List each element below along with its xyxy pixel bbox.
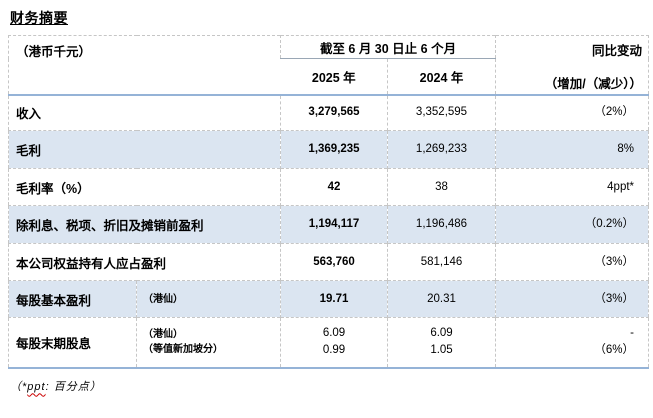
value-2024: 6.09 1.05 — [387, 317, 496, 368]
column-header-2024: 2024 年 — [387, 58, 496, 96]
value-2025: 42 — [280, 168, 388, 206]
table-row-revenue: 收入 3,279,565 3,352,595 （2%） — [8, 94, 649, 131]
row-label: 本公司权益持有人应占盈利 — [8, 243, 281, 281]
header-row-period: （港币千元） 截至 6 月 30 日止 6 个月 同比变动 （增加/（减少）） — [8, 35, 649, 96]
row-label: 收入 — [8, 94, 281, 131]
table-row-basic-eps: 每股基本盈利 （港仙） 19.71 20.31 （3%） — [8, 280, 649, 318]
page-title: 财务摘要 — [10, 10, 68, 26]
row-unit-label: （港仙） — [135, 280, 281, 318]
yoy-change-value: （3%） — [495, 280, 649, 318]
table-row-profit-attributable: 本公司权益持有人应占盈利 563,760 581,146 （3%） — [8, 243, 649, 281]
yoy-change-value: （2%） — [495, 94, 649, 131]
currency-unit-label: （港币千元） — [8, 35, 281, 96]
header-row-years: 2025 年 2024 年 — [9, 58, 649, 96]
footnote-term-ppt: ppt — [27, 380, 46, 393]
column-header-2025: 2025 年 — [280, 58, 388, 96]
table-row-gross-margin: 毛利率（%） 42 38 4ppt* — [8, 168, 649, 206]
yoy-change-line1: - — [630, 327, 635, 340]
footnote-prefix: （* — [10, 380, 28, 393]
row-label: 毛利率（%） — [8, 168, 281, 206]
yoy-change-value: （0.2%） — [495, 205, 649, 244]
value-2024: 581,146 — [387, 243, 496, 281]
yoy-change-value: - （6%） — [495, 317, 649, 368]
value-2024: 3,352,595 — [387, 94, 496, 131]
row-label: 除利息、税项、折旧及摊销前盈利 — [8, 205, 281, 244]
value-2024: 1,196,486 — [387, 205, 496, 244]
yoy-change-line2: （6%） — [594, 344, 635, 357]
value-2025: 563,760 — [280, 243, 388, 281]
value-2024: 20.31 — [387, 280, 496, 318]
value-2025-line1: 6.09 — [322, 327, 346, 340]
row-label: 每股基本盈利 — [8, 280, 137, 318]
yoy-change-value: （3%） — [495, 243, 649, 281]
value-2024: 38 — [387, 168, 496, 206]
value-2025-line2: 0.99 — [322, 344, 346, 357]
table-row-gross-profit: 毛利 1,369,235 1,269,233 8% — [8, 130, 649, 169]
yoy-change-value: 4ppt* — [495, 168, 649, 206]
financial-summary-table: （港币千元） 截至 6 月 30 日止 6 个月 同比变动 （增加/（减少）） … — [8, 35, 650, 369]
value-2025: 19.71 — [280, 280, 388, 318]
value-2024-line1: 6.09 — [430, 327, 453, 340]
table-row-ebitda: 除利息、税项、折旧及摊销前盈利 1,194,117 1,196,486 （0.2… — [8, 205, 649, 244]
value-2025: 3,279,565 — [280, 94, 388, 131]
yoy-change-title: 同比变动 — [592, 44, 643, 58]
value-2025: 1,369,235 — [280, 130, 388, 169]
table-row-final-dividend: 每股末期股息 （港仙） （等值新加坡分） 6.09 0.99 6.09 1.05… — [8, 317, 649, 368]
footnote: （*ppt: 百分点） — [10, 378, 653, 394]
value-2025: 1,194,117 — [280, 205, 388, 244]
yoy-change-header: 同比变动 （增加/（减少）） — [495, 35, 649, 96]
value-2024-line2: 1.05 — [430, 344, 453, 357]
row-unit-label: （港仙） （等值新加坡分） — [135, 317, 281, 368]
unit-line-hk-cents: （港仙） — [143, 329, 183, 341]
period-header: 截至 6 月 30 日止 6 个月 — [280, 35, 497, 59]
row-label: 每股末期股息 — [8, 317, 137, 368]
unit-line-sg-cents: （等值新加坡分） — [143, 344, 223, 356]
yoy-change-value: 8% — [495, 130, 649, 169]
row-label: 毛利 — [8, 130, 281, 169]
value-2025: 6.09 0.99 — [280, 317, 388, 368]
yoy-change-subtitle: （增加/（减少）） — [544, 77, 643, 91]
value-2024: 1,269,233 — [387, 130, 496, 169]
footnote-definition: : 百分点） — [45, 380, 102, 393]
